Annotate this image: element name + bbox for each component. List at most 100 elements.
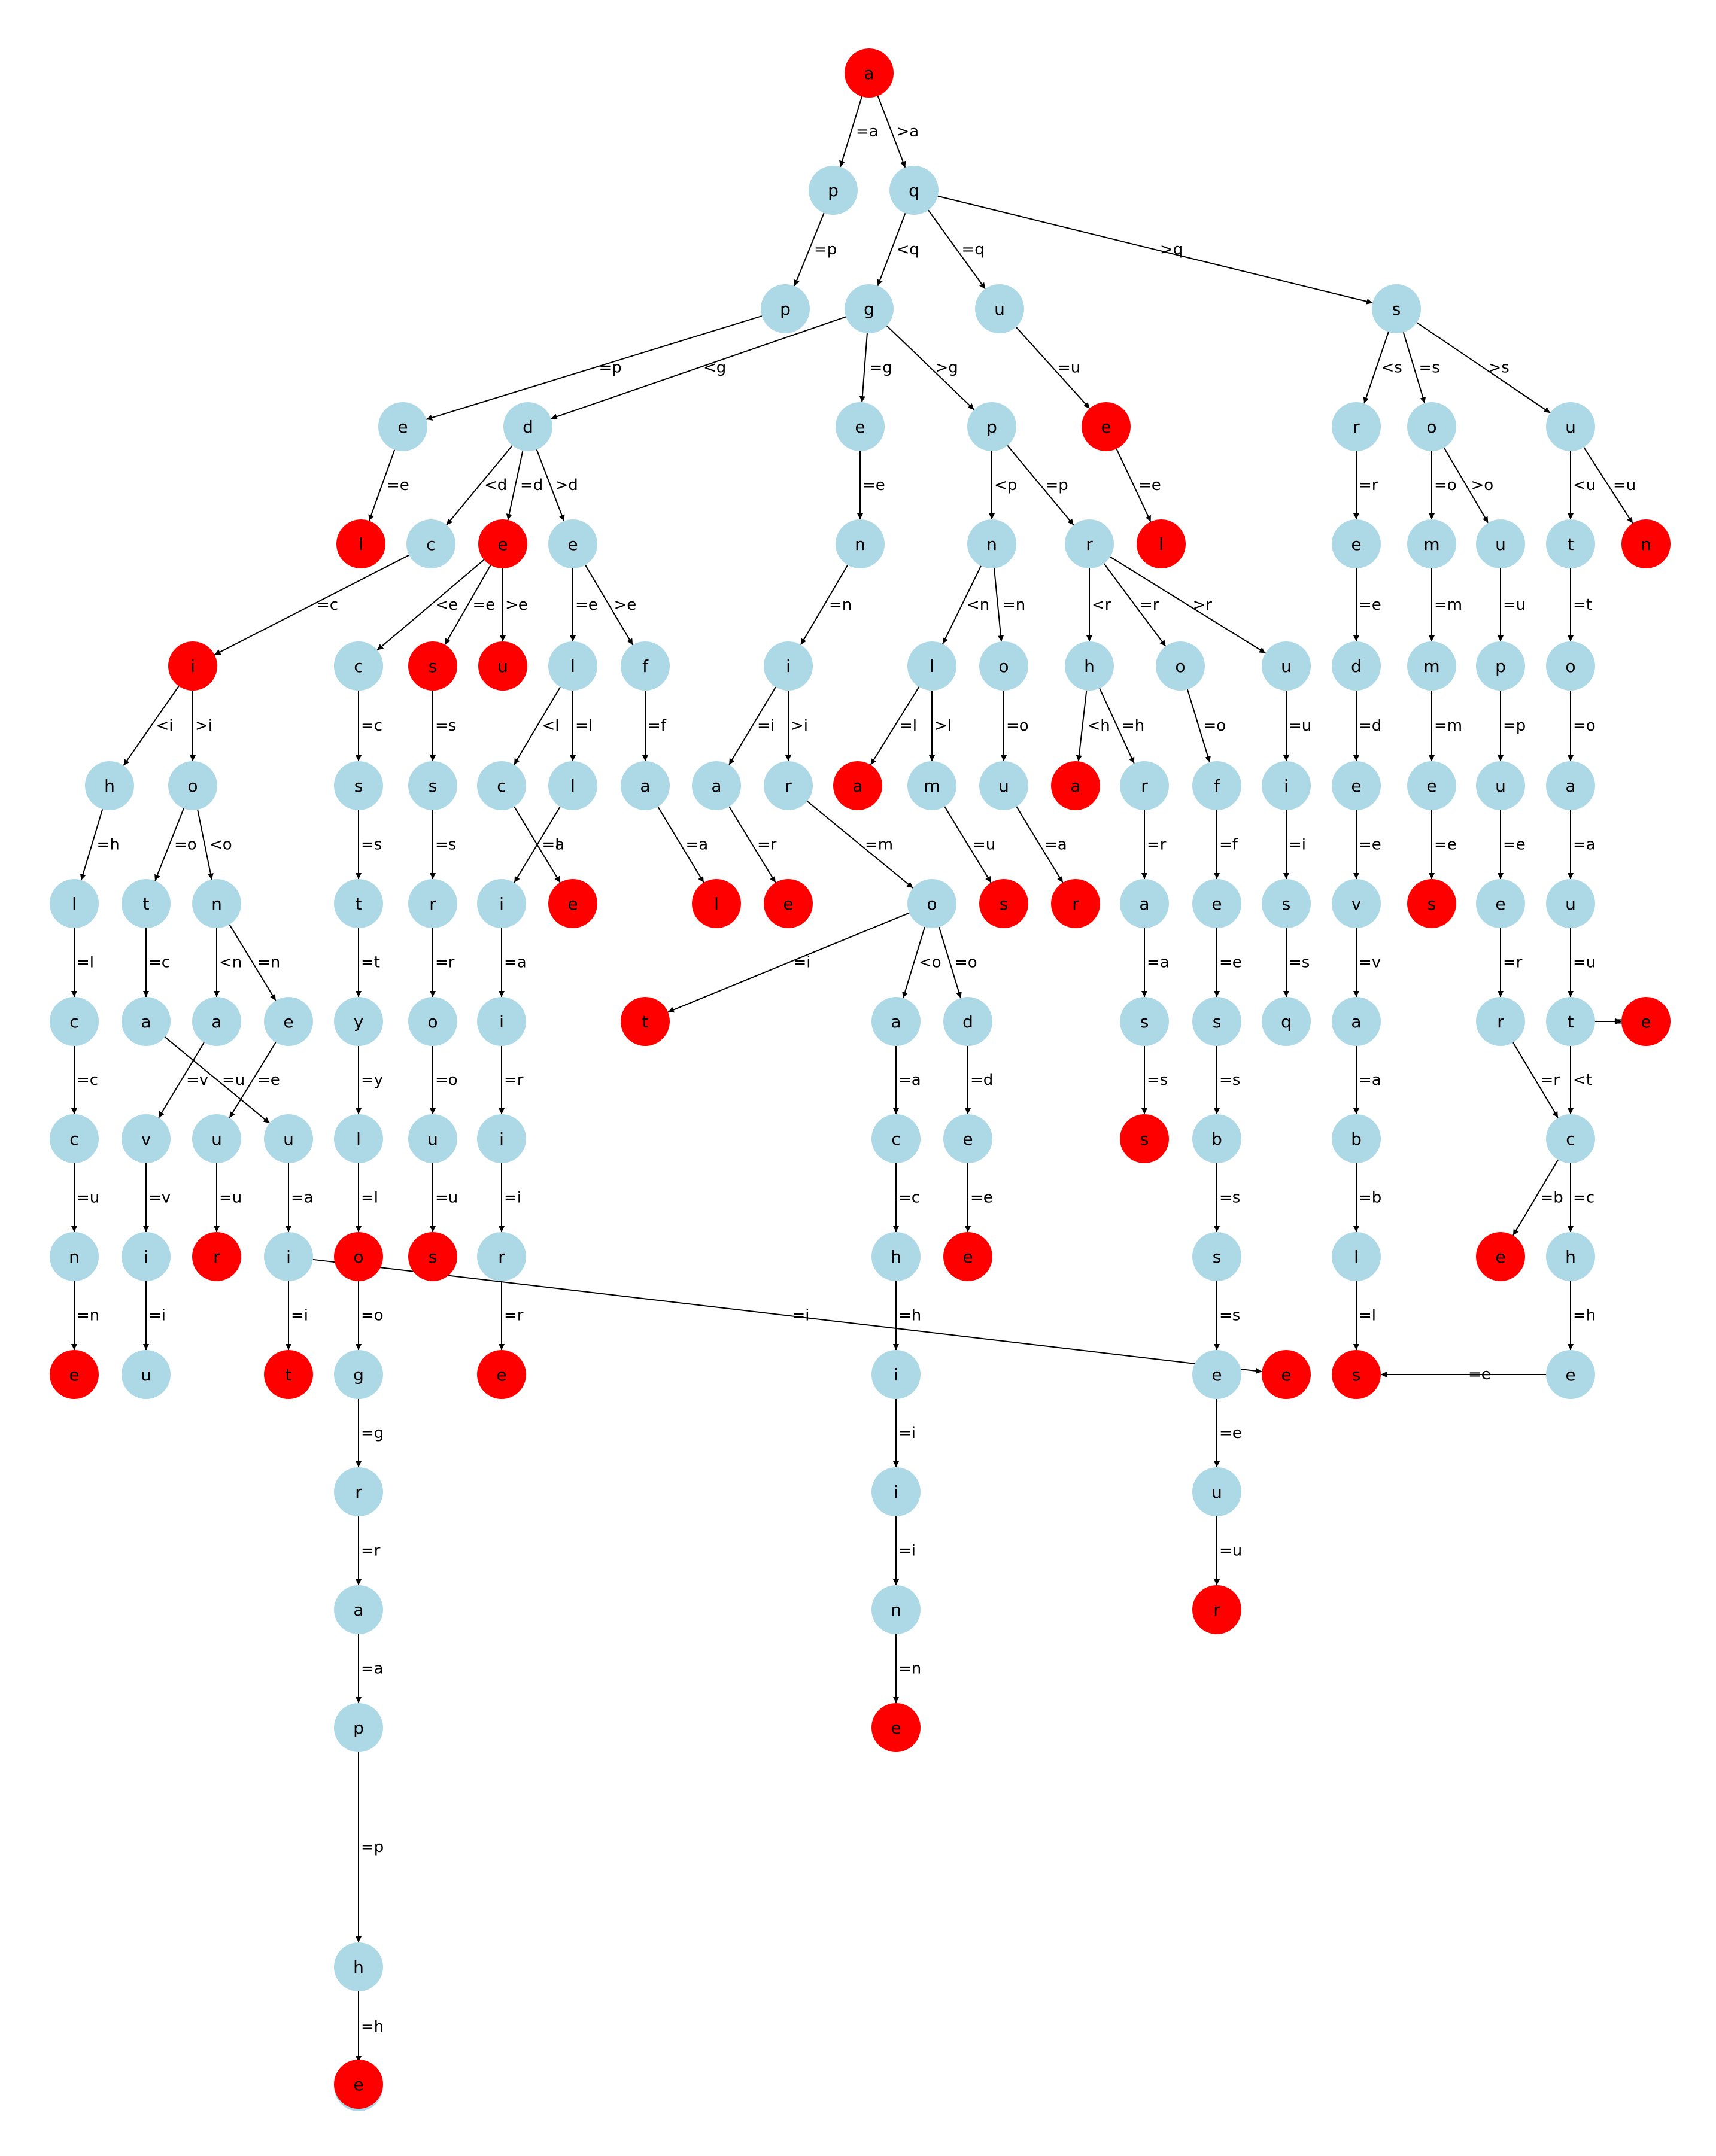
node-label: e <box>1426 776 1436 796</box>
tree-edge <box>938 926 962 999</box>
node-label: i <box>499 894 504 914</box>
tree-node: h <box>85 761 134 810</box>
edge-label: =s <box>435 717 456 735</box>
edge-label: =h <box>898 1307 921 1325</box>
tree-edge <box>229 1042 277 1118</box>
edge-label: =b <box>1541 1189 1563 1207</box>
node-label: l <box>359 534 363 554</box>
tree-edge <box>728 686 776 765</box>
tree-edge <box>937 195 1373 305</box>
node-circle <box>1262 761 1311 810</box>
edge-label: <n <box>219 954 242 972</box>
edge-label: =g <box>870 359 892 377</box>
node-circle <box>168 761 217 810</box>
tree-edge <box>1103 563 1167 647</box>
node-label: a <box>640 776 650 796</box>
node-label: r <box>213 1247 220 1267</box>
edge-label: =e <box>387 476 409 494</box>
edge-label: =m <box>1434 596 1462 614</box>
edge-label: =h <box>1122 717 1144 735</box>
edge-label: >q <box>1160 241 1183 259</box>
tree-node: a <box>122 997 171 1046</box>
tree-node: t <box>1546 997 1595 1046</box>
node-circle <box>1192 879 1241 928</box>
node-label: e <box>1565 1365 1575 1385</box>
terminal-node: e <box>1082 402 1131 451</box>
terminal-node: s <box>408 641 457 691</box>
node-circle <box>477 879 526 928</box>
node-label: p <box>828 181 839 200</box>
node-circle <box>1332 641 1381 691</box>
edge-label: =u <box>1289 717 1311 735</box>
edge-label: =y <box>361 1071 383 1089</box>
edge-label: =m <box>865 836 893 854</box>
edge-label-layer: =a >a =p <q =q >q =p <g =g >g =u <s =s >s =e <d =d >d =e <p… <box>77 123 1636 2094</box>
node-label: e <box>1281 1365 1291 1385</box>
node-circle <box>833 761 882 810</box>
tree-node: p <box>809 166 858 215</box>
node-circle <box>1332 1232 1381 1281</box>
tree-edge <box>1416 322 1551 413</box>
node-label: e <box>962 1129 973 1149</box>
node-label: e <box>1351 534 1361 554</box>
node-circle <box>477 1350 526 1399</box>
node-circle <box>845 284 894 333</box>
node-label: b <box>1351 1129 1362 1149</box>
node-circle <box>85 761 134 810</box>
tree-node: p <box>967 402 1016 451</box>
node-circle <box>478 519 527 568</box>
terminal-node: e <box>1621 997 1671 1046</box>
node-circle <box>979 761 1028 810</box>
edge-label: <p <box>994 476 1017 494</box>
node-circle <box>264 1114 313 1163</box>
node-circle <box>122 1350 171 1399</box>
edge-label: =e <box>1503 836 1526 854</box>
tree-node: i <box>871 1467 921 1516</box>
node-circle <box>1476 1232 1525 1281</box>
tree-edge <box>376 559 485 651</box>
edge-label: =i <box>794 954 811 972</box>
tree-node: c <box>50 1114 99 1163</box>
edge-label: =s <box>1289 954 1310 972</box>
node-label: n <box>211 894 222 914</box>
node-label: g <box>353 1365 364 1385</box>
tree-edge <box>1007 445 1074 526</box>
tree-edge <box>877 95 906 168</box>
tree-node: s <box>1262 879 1311 928</box>
node-label: s <box>1140 1012 1149 1032</box>
terminal-node: o <box>334 1232 383 1281</box>
node-circle <box>967 519 1016 568</box>
tree-node: f <box>621 641 670 691</box>
node-label: e <box>1351 776 1361 796</box>
node-label: m <box>1423 534 1439 554</box>
tree-node: i <box>764 641 813 691</box>
node-label: r <box>429 894 436 914</box>
edge-label: <e <box>436 596 458 614</box>
node-label: i <box>499 1129 504 1149</box>
tree-edge <box>667 912 910 1013</box>
edge-label: =h <box>361 2018 384 2036</box>
edge-label: =e <box>1359 596 1381 614</box>
node-circle <box>334 1232 383 1281</box>
node-circle <box>907 641 956 691</box>
node-circle <box>975 284 1024 333</box>
terminal-node: r <box>1192 1585 1241 1634</box>
edge-label: =c <box>361 717 382 735</box>
node-label: a <box>891 1012 901 1032</box>
node-label: h <box>891 1247 901 1267</box>
node-label: d <box>523 417 533 437</box>
node-circle <box>692 879 741 928</box>
edge-label: =l <box>575 717 593 735</box>
node-circle <box>871 997 921 1046</box>
node-circle <box>764 761 813 810</box>
node-label: s <box>1213 1247 1222 1267</box>
edge-label: =l <box>542 836 560 854</box>
node-circle <box>943 1232 992 1281</box>
node-circle <box>408 879 457 928</box>
tree-node: e <box>264 997 313 1046</box>
node-label: q <box>1281 1012 1292 1032</box>
tree-edge <box>123 686 180 766</box>
node-circle <box>50 1350 99 1399</box>
terminal-node: u <box>478 641 527 691</box>
tree-node: r <box>1476 997 1525 1046</box>
